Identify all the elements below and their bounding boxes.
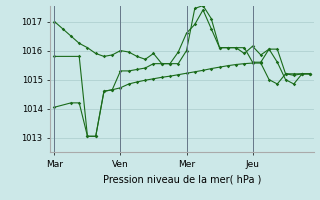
X-axis label: Pression niveau de la mer( hPa ): Pression niveau de la mer( hPa ) (103, 174, 261, 184)
